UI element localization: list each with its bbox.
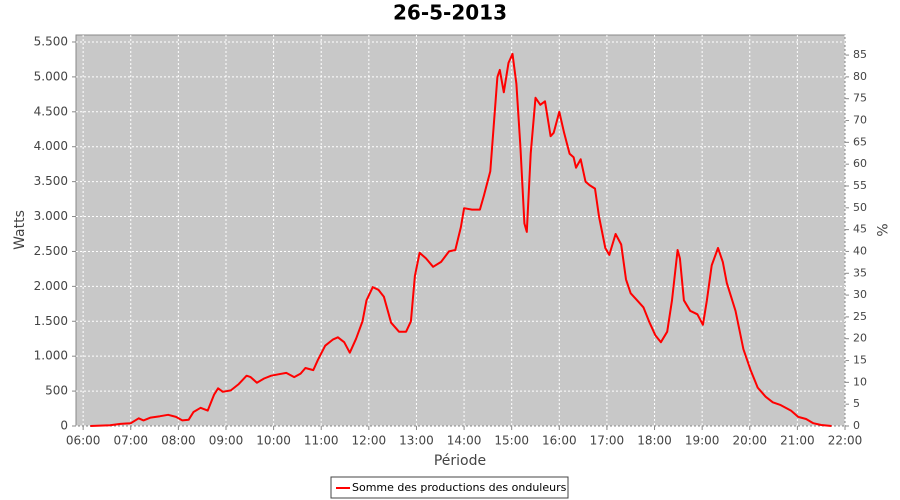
- y-tick-label: 1.500: [34, 314, 68, 328]
- series-line: [90, 52, 832, 427]
- y2-tick-label: 70: [853, 114, 867, 127]
- y-tick-label: 3.000: [34, 209, 68, 223]
- y2-axis-label: %: [873, 223, 889, 236]
- y2-tick-label: 25: [853, 310, 867, 323]
- y2-tick-label: 75: [853, 92, 867, 105]
- x-tick-label: 19:00: [685, 434, 720, 448]
- x-tick-label: 16:00: [542, 434, 577, 448]
- x-tick-label: 22:00: [828, 434, 863, 448]
- y2-tick-label: 15: [853, 354, 867, 367]
- x-tick-label: 10:00: [256, 434, 291, 448]
- x-axis-label: Période: [434, 453, 486, 469]
- legend-label: Somme des productions des onduleurs: [352, 481, 567, 494]
- y-tick-label: 500: [45, 384, 68, 398]
- y2-tick-label: 60: [853, 157, 867, 170]
- x-tick-label: 11:00: [304, 434, 339, 448]
- y-tick-label: 1.000: [34, 349, 68, 363]
- y2-tick-label: 65: [853, 135, 867, 148]
- y-tick-label: 5.500: [34, 34, 68, 48]
- y2-tick-label: 85: [853, 48, 867, 61]
- x-tick-label: 20:00: [732, 434, 767, 448]
- x-tick-label: 18:00: [637, 434, 672, 448]
- y2-tick-label: 10: [853, 375, 867, 388]
- x-tick-label: 12:00: [352, 434, 387, 448]
- y-axis-label: Watts: [12, 210, 28, 250]
- y-tick-label: 4.500: [34, 104, 68, 118]
- y-tick-label: 2.500: [34, 244, 68, 258]
- x-tick-label: 06:00: [66, 434, 101, 448]
- y-tick-label: 2.000: [34, 279, 68, 293]
- x-tick-label: 15:00: [494, 434, 529, 448]
- x-tick-label: 13:00: [399, 434, 434, 448]
- x-tick-label: 14:00: [447, 434, 482, 448]
- y2-tick-label: 5: [853, 397, 860, 410]
- chart-title: 26-5-2013: [393, 1, 507, 25]
- x-tick-label: 21:00: [780, 434, 815, 448]
- legend: [330, 476, 569, 499]
- y2-tick-label: 20: [853, 332, 867, 345]
- x-tick-label: 08:00: [161, 434, 196, 448]
- y2-tick-label: 35: [853, 266, 867, 279]
- x-tick-label: 07:00: [113, 434, 148, 448]
- y-tick-label: 0: [60, 419, 68, 433]
- y-tick-label: 4.000: [34, 139, 68, 153]
- y2-tick-label: 50: [853, 201, 867, 214]
- y2-tick-label: 0: [853, 419, 860, 432]
- y2-tick-label: 80: [853, 70, 867, 83]
- x-tick-label: 17:00: [590, 434, 625, 448]
- y-tick-label: 5.000: [34, 69, 68, 83]
- y-tick-label: 3.500: [34, 174, 68, 188]
- y2-tick-label: 55: [853, 179, 867, 192]
- y2-tick-label: 40: [853, 244, 867, 257]
- y2-tick-label: 45: [853, 223, 867, 236]
- y2-tick-label: 30: [853, 288, 867, 301]
- x-tick-label: 09:00: [209, 434, 244, 448]
